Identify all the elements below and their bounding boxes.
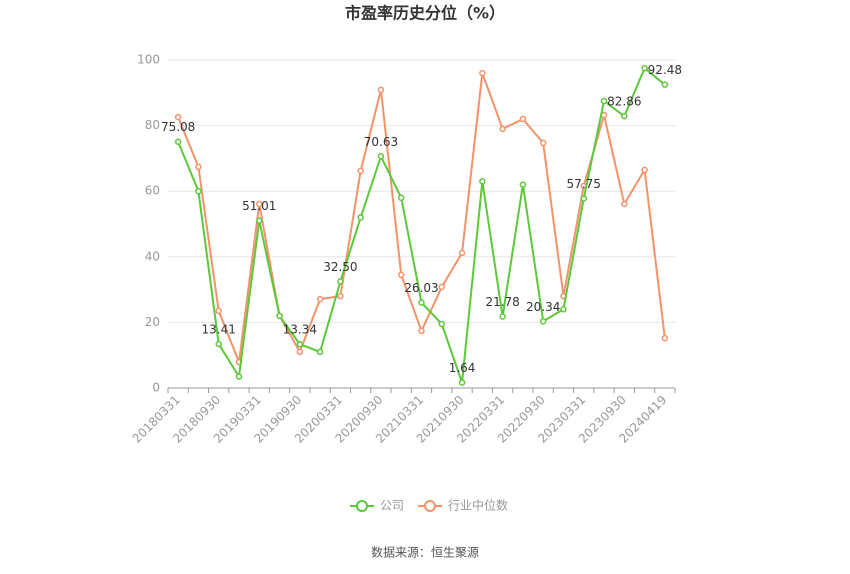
data-point [174, 113, 182, 121]
data-point [397, 194, 405, 202]
data-point [377, 153, 385, 160]
data-point [397, 271, 405, 279]
data-label: 26.03 [404, 281, 438, 295]
legend-label: 公司 [380, 499, 404, 513]
data-point [418, 299, 425, 306]
data-point [296, 348, 304, 356]
legend-marker [424, 500, 436, 512]
y-tick-label: 40 [145, 249, 160, 263]
data-point [174, 138, 182, 145]
data-label: 51.01 [242, 199, 276, 213]
data-point [479, 69, 486, 77]
y-tick-label: 80 [145, 118, 160, 132]
data-point [438, 320, 446, 328]
data-point [256, 217, 263, 224]
data-point [256, 200, 263, 208]
legend-marker [356, 500, 368, 512]
data-point [641, 64, 648, 72]
data-point [195, 187, 202, 195]
data-point [316, 295, 324, 303]
y-tick-label: 0 [152, 381, 160, 395]
data-point [418, 327, 425, 335]
series-line [177, 72, 666, 363]
data-label: 75.08 [161, 120, 195, 134]
data-point [215, 307, 222, 315]
data-point [661, 81, 669, 88]
data-label: 32.50 [323, 260, 357, 274]
data-label: 70.63 [364, 135, 398, 149]
data-point [195, 163, 202, 171]
data-point [215, 340, 222, 348]
data-point [316, 348, 324, 356]
data-point [661, 334, 669, 342]
data-point [519, 115, 527, 123]
data-point [641, 166, 648, 174]
y-tick-label: 60 [145, 184, 160, 198]
data-point [539, 318, 547, 325]
data-label: 13.34 [283, 323, 317, 337]
data-point [499, 125, 506, 133]
data-point [458, 379, 466, 386]
data-point [539, 139, 547, 147]
data-label: 21.78 [485, 295, 519, 309]
source-note: 数据来源：恒生聚源 [371, 545, 479, 560]
data-label: 20.34 [526, 300, 560, 314]
data-point [337, 292, 344, 300]
data-point [580, 195, 587, 202]
data-label: 57.75 [567, 177, 601, 191]
data-point [357, 214, 364, 221]
data-point [600, 97, 608, 105]
data-point [438, 283, 446, 291]
data-point [621, 112, 628, 120]
data-point [357, 167, 364, 175]
data-point [377, 86, 385, 94]
data-label: 1.64 [449, 361, 476, 375]
data-point [276, 312, 283, 320]
data-point [296, 340, 304, 348]
data-point [235, 373, 243, 380]
data-point [621, 200, 628, 208]
data-label: 13.41 [202, 323, 236, 337]
y-tick-label: 20 [145, 315, 160, 329]
chart-title: 市盈率历史分位（%） [345, 4, 505, 23]
data-label: 92.48 [648, 63, 682, 77]
data-point [560, 306, 567, 313]
data-point [519, 181, 527, 188]
data-point [479, 178, 486, 185]
data-point [337, 278, 344, 285]
y-tick-label: 100 [137, 53, 160, 67]
data-label: 82.86 [607, 95, 641, 109]
series-line [177, 66, 666, 383]
data-point [458, 249, 466, 257]
legend-label: 行业中位数 [448, 498, 508, 513]
data-point [499, 313, 506, 320]
